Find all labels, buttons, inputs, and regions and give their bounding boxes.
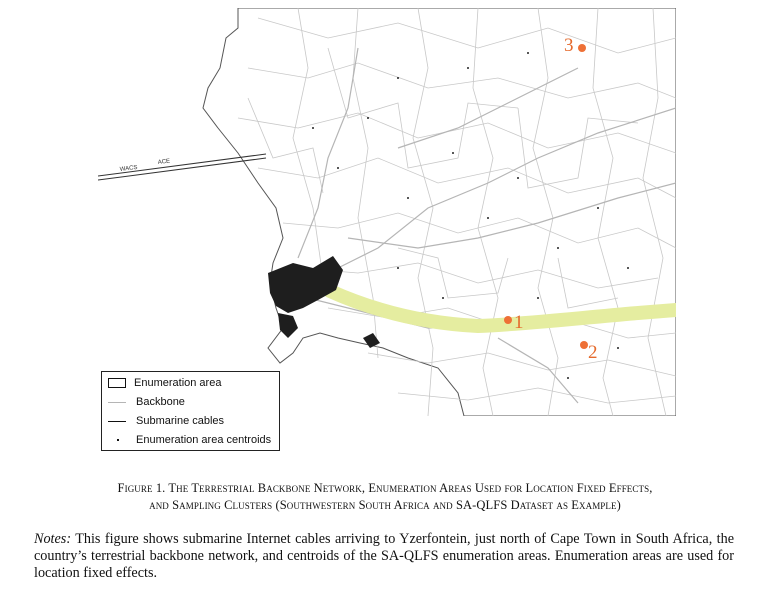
legend-label: Backbone <box>136 396 185 408</box>
map-svg: WACS ACE 3 <box>98 8 676 416</box>
legend-item-submarine-cables: Submarine cables <box>108 414 224 428</box>
backbone-line-icon <box>108 397 128 407</box>
legend-item-enumeration-area: Enumeration area <box>108 376 221 390</box>
cluster-3-marker <box>578 44 586 52</box>
caption-line-1: Figure 1. The Terrestrial Backbone Netwo… <box>117 481 653 495</box>
cluster-2-label: 2 <box>588 342 598 363</box>
cluster-2-marker <box>580 341 588 349</box>
legend-label: Enumeration area <box>134 377 222 389</box>
urban-area <box>268 256 380 348</box>
figure-caption: Figure 1. The Terrestrial Backbone Netwo… <box>40 480 730 514</box>
figure-notes: Notes: This figure shows submarine Inter… <box>34 531 734 582</box>
centroid-dot-icon <box>108 435 128 445</box>
cable-label-ace: ACE <box>158 159 171 166</box>
cluster-1-marker <box>504 316 512 324</box>
caption-line-2: and Sampling Clusters (Southwestern Sout… <box>149 498 621 512</box>
cluster-1-label: 1 <box>514 312 524 333</box>
enumeration-areas <box>237 8 676 416</box>
sampling-clusters: 3 1 2 <box>504 35 598 363</box>
legend-item-backbone: Backbone <box>108 395 185 409</box>
cable-line-icon <box>108 416 128 426</box>
notes-lead: Notes: <box>34 531 72 547</box>
cable-label-wacs: WACS <box>120 165 138 173</box>
map-legend: Enumeration area Backbone Submarine cabl… <box>101 371 280 451</box>
enumeration-area-symbol-icon <box>108 378 126 388</box>
cluster-3-label: 3 <box>564 35 574 56</box>
legend-label: Submarine cables <box>136 415 225 427</box>
map-area: WACS ACE 3 <box>98 8 676 416</box>
submarine-cables: WACS ACE <box>98 153 267 181</box>
legend-label: Enumeration area centroids <box>136 434 272 446</box>
notes-text: This figure shows submarine Internet cab… <box>34 531 734 581</box>
ea-centroids <box>312 52 629 379</box>
backbone-buffer <box>323 284 676 334</box>
legend-item-centroids: Enumeration area centroids <box>108 433 271 447</box>
